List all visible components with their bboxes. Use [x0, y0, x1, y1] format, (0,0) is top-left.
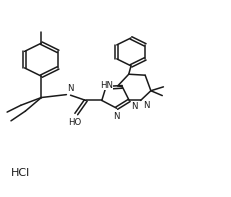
Text: N: N [113, 112, 120, 121]
Text: N: N [67, 85, 74, 93]
Text: HO: HO [68, 118, 82, 126]
Text: N: N [143, 101, 149, 110]
Text: HN: HN [100, 81, 113, 90]
Text: HCl: HCl [11, 168, 30, 178]
Text: N: N [131, 102, 138, 111]
